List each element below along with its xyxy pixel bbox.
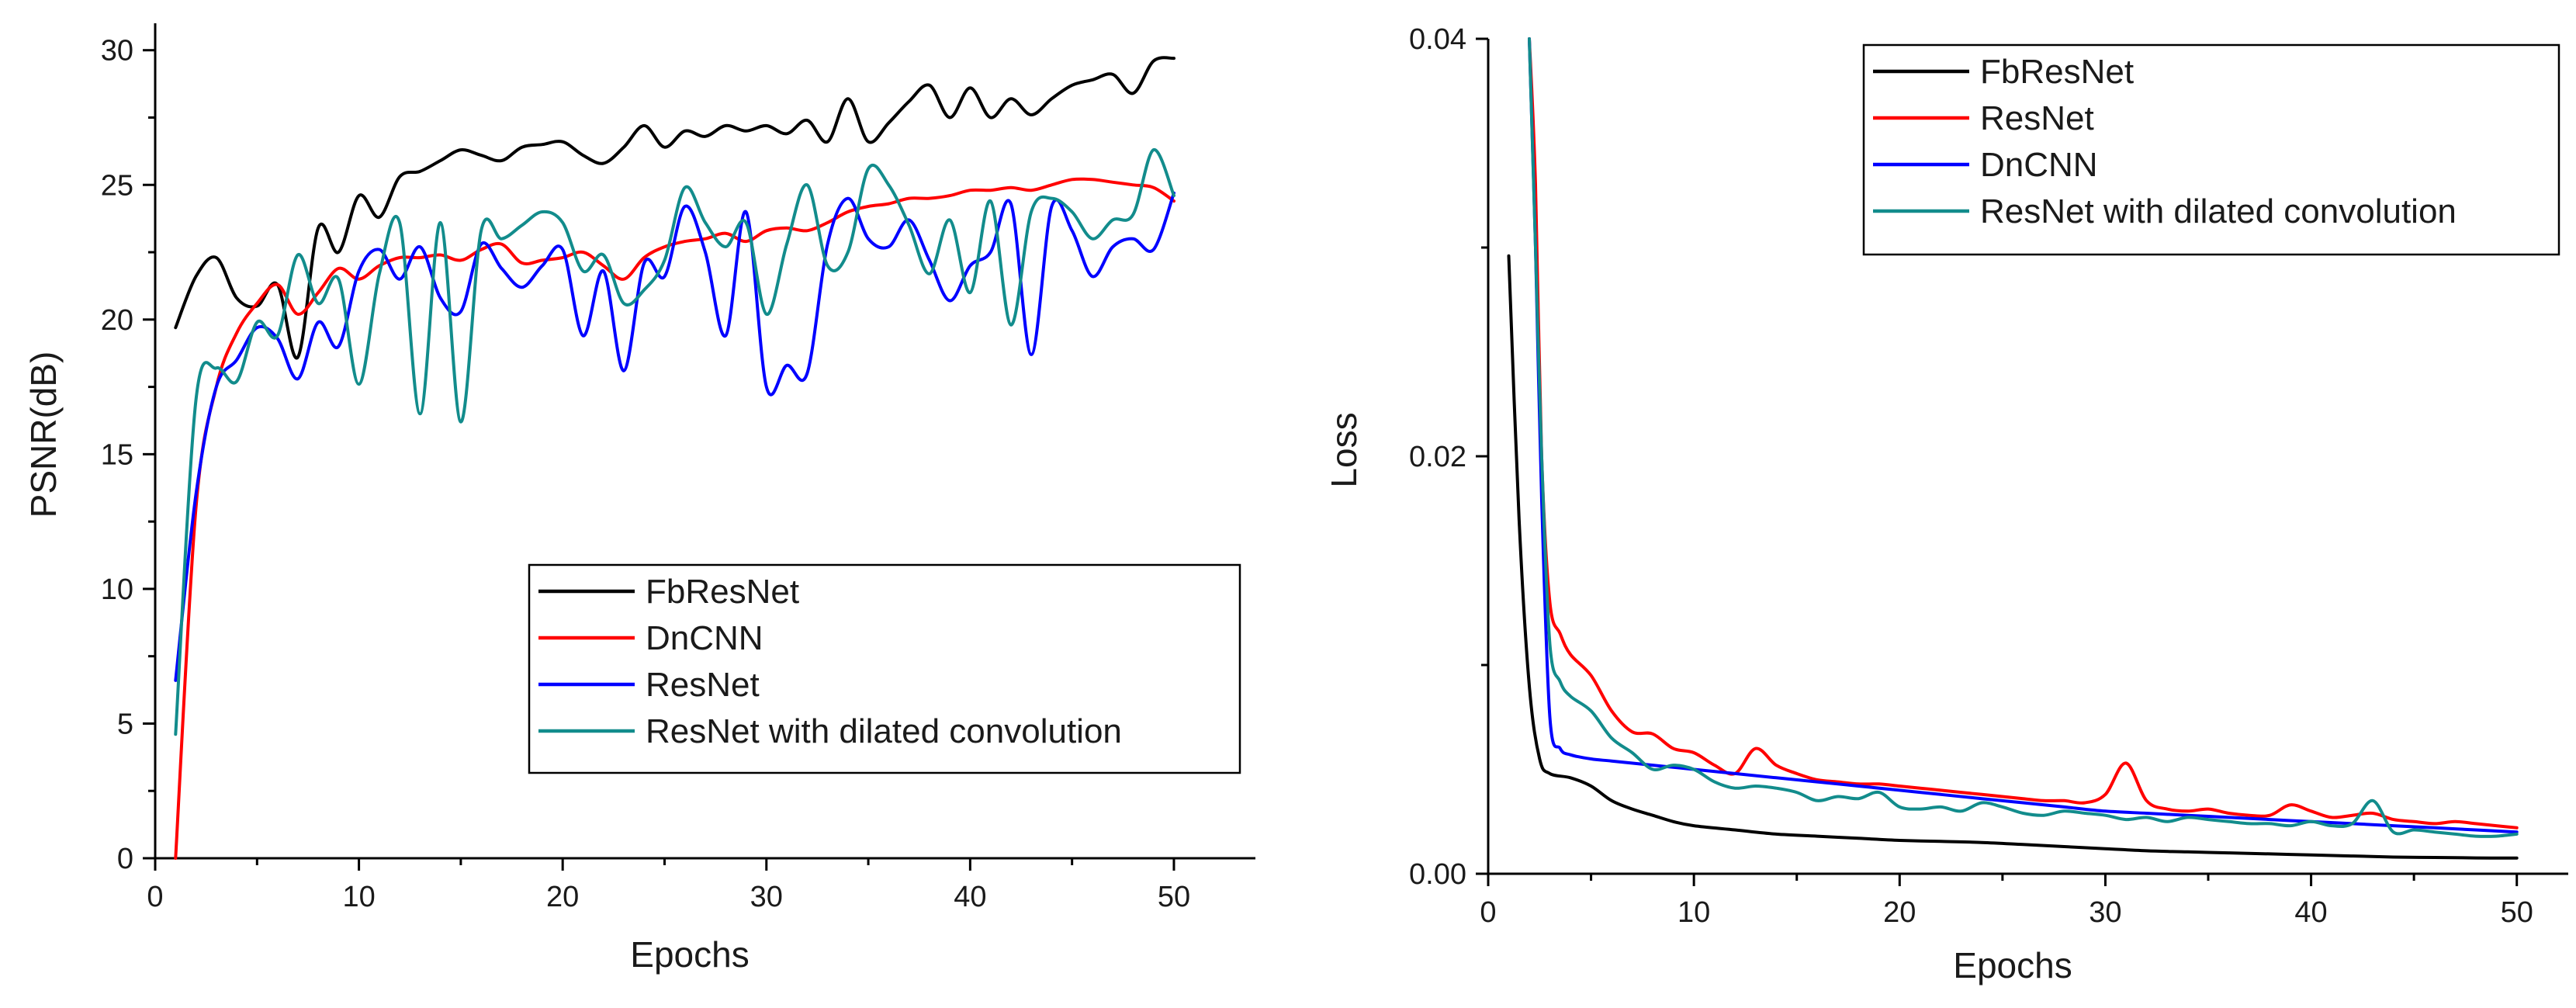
y-tick-label: 0 [117,843,133,875]
x-axis-title: Epochs [1953,945,2072,985]
y-axis-title: PSNR(dB) [23,352,64,518]
x-tick-label: 30 [2089,896,2121,929]
legend-label: ResNet [646,666,760,704]
x-tick-label: 0 [147,881,163,913]
legend: FbResNet DnCNN ResNet ResNet with dilated c… [528,563,1241,774]
series-group [1507,37,2519,860]
x-tick-label: 10 [1678,896,1710,929]
legend-label: ResNet with dilated convolution [646,712,1122,750]
legend-box [1862,43,2560,256]
legend: FbResNet ResNet DnCNN ResNet with dilated c… [1862,43,2560,256]
legend-label: FbResNet [1980,53,2134,91]
x-axis-title: Epochs [630,934,749,975]
x-tick-label: 10 [342,881,375,913]
x-tick-label: 0 [1480,896,1496,929]
loss-chart-panel: 0 10 20 30 40 50 0.00 0.02 0.04 Epochs Loss FbResNe… [1288,0,2576,1008]
legend-label: ResNet [1980,99,2094,137]
x-tick-label: 50 [2501,896,2533,929]
y-tick-label: 10 [101,573,133,606]
legend-label: FbResNet [646,573,799,611]
series-line-fbresnet [174,56,1175,360]
y-tick-label: 0.02 [1409,441,1466,473]
y-tick-label: 25 [101,169,133,202]
legend-box [528,563,1241,774]
legend-label: DnCNN [646,619,763,657]
y-tick-label: 20 [101,304,133,337]
series-line-dncnn [174,177,1175,860]
x-tick-label: 40 [954,881,986,913]
y-tick-label: 5 [117,708,133,740]
y-tick-label: 0.04 [1409,23,1466,56]
psnr-chart: 0 10 20 30 40 50051015202530EpochsPSNR(dB)FbR… [23,23,1255,975]
series-group [174,56,1175,860]
legend-label: ResNet with dilated convolution [1980,192,2457,230]
x-tick-label: 20 [1883,896,1916,929]
series-line-resnet [1528,37,2519,830]
y-tick-label: 0.00 [1409,858,1466,891]
legend-label: DnCNN [1980,146,2098,184]
x-tick-label: 40 [2294,896,2327,929]
x-tick-label: 20 [546,881,579,913]
series-line-resnet-with-dilated-convolution [1528,37,2519,838]
series-line-resnet [174,191,1175,682]
series-line-dncnn [1528,37,2519,834]
y-tick-label: 30 [101,35,133,68]
x-tick-label: 30 [750,881,783,913]
y-axis-title: Loss [1324,412,1364,487]
x-tick-label: 50 [1158,881,1190,913]
loss-chart: 0 10 20 30 40 50 0.00 0.02 0.04 Epochs Loss FbResNe… [1324,23,2568,985]
psnr-chart-panel: 0 10 20 30 40 50 0 5 10 15 20 25 30 Epochs PSNR(dB) FbR… [23,23,1255,975]
y-tick-label: 15 [101,438,133,471]
series-line-fbresnet [1507,254,2519,860]
series-line-resnet-with-dilated-convolution [174,148,1175,736]
